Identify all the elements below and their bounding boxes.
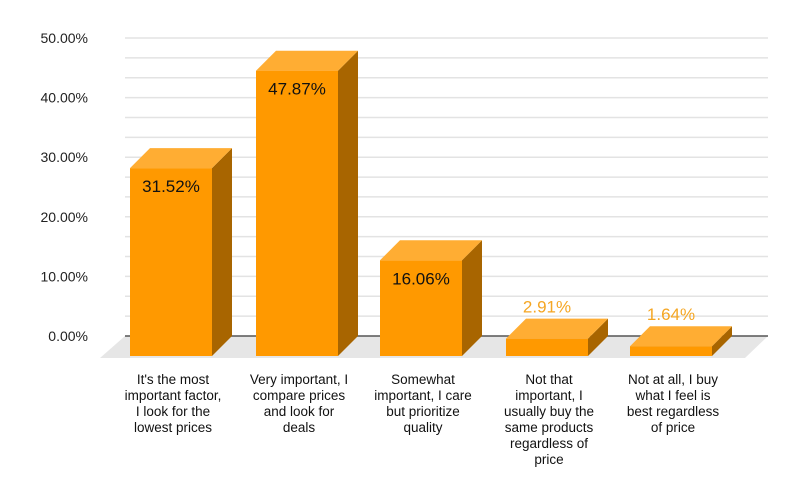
- x-category-label: same products: [505, 420, 594, 435]
- x-category-label: Somewhat: [391, 372, 455, 387]
- bar-side: [462, 240, 482, 356]
- bar-top: [630, 326, 732, 347]
- y-tick-label: 50.00%: [41, 30, 88, 46]
- x-category-label: of price: [651, 420, 695, 435]
- data-label: 2.91%: [523, 298, 571, 317]
- bar: [130, 168, 212, 356]
- data-label: 31.52%: [142, 177, 200, 196]
- bar-side: [712, 326, 732, 356]
- bar: [630, 346, 712, 356]
- x-category-label: price: [534, 452, 563, 467]
- x-category-label: important, I: [515, 388, 583, 403]
- x-category-label: lowest prices: [134, 420, 212, 435]
- y-tick-label: 40.00%: [41, 90, 88, 106]
- bar-top: [506, 318, 608, 339]
- x-category-label: what I feel is: [634, 388, 710, 403]
- x-category-label: quality: [403, 420, 442, 435]
- x-category-label: deals: [283, 420, 316, 435]
- x-category-label: It's the most: [137, 372, 210, 387]
- x-category-label: Very important, I: [250, 372, 348, 387]
- x-category-label: regardless of: [510, 436, 588, 451]
- data-label: 47.87%: [268, 80, 326, 99]
- bar: [506, 338, 588, 356]
- x-category-label: but prioritize: [386, 404, 460, 419]
- y-tick-label: 30.00%: [41, 149, 88, 165]
- y-tick-label: 10.00%: [41, 268, 88, 284]
- x-category-label: compare prices: [253, 388, 346, 403]
- bar: [256, 70, 338, 357]
- x-category-label: and look for: [264, 404, 335, 419]
- y-tick-label: 20.00%: [41, 209, 88, 225]
- bar-top: [256, 50, 358, 71]
- data-label: 1.64%: [647, 305, 695, 324]
- bar-top: [130, 148, 232, 169]
- x-category-label: I look for the: [136, 404, 210, 419]
- x-category-label: usually buy the: [504, 404, 594, 419]
- x-category-label: important factor,: [125, 388, 222, 403]
- x-category-label: important, I care: [374, 388, 472, 403]
- bar-side: [588, 318, 608, 356]
- bar: [380, 260, 462, 356]
- x-category-label: Not at all, I buy: [628, 372, 718, 387]
- x-category-label: best regardless: [627, 404, 720, 419]
- bar-side: [338, 50, 358, 357]
- y-tick-label: 0.00%: [48, 328, 88, 344]
- bar-side: [212, 148, 232, 356]
- x-category-label: Not that: [525, 372, 573, 387]
- data-label: 16.06%: [392, 269, 450, 288]
- bar-top: [380, 240, 482, 261]
